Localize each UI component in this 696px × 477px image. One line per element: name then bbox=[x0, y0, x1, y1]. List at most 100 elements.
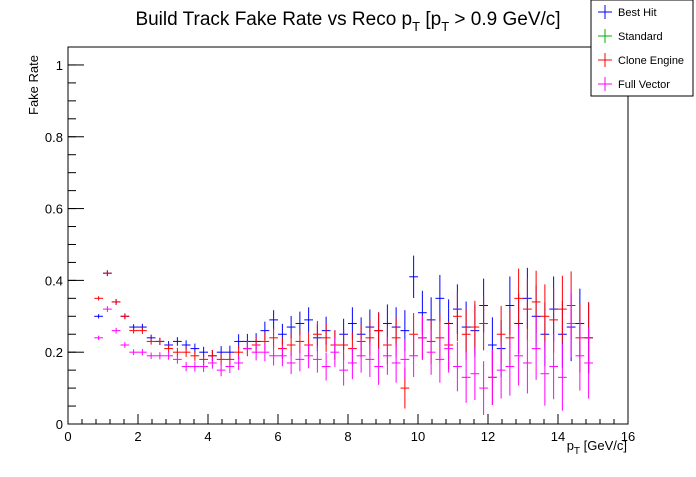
data-point bbox=[164, 344, 173, 353]
data-point bbox=[304, 343, 313, 369]
data-point bbox=[523, 278, 532, 340]
data-point bbox=[488, 349, 497, 405]
data-point bbox=[129, 327, 138, 334]
x-tick-label: 2 bbox=[134, 429, 141, 444]
data-point bbox=[120, 342, 130, 348]
data-point bbox=[190, 361, 200, 372]
data-point bbox=[575, 320, 585, 391]
data-point bbox=[479, 361, 488, 416]
data-point bbox=[453, 291, 462, 342]
data-point bbox=[453, 341, 462, 392]
data-point bbox=[181, 347, 191, 357]
y-tick-label: 0.8 bbox=[45, 130, 63, 145]
data-point bbox=[496, 341, 506, 399]
legend-box bbox=[590, 0, 694, 97]
data-point bbox=[330, 337, 340, 367]
x-tick-label: 10 bbox=[411, 429, 425, 444]
data-point bbox=[479, 296, 488, 351]
data-point bbox=[461, 308, 471, 360]
chart-title: Build Track Fake Rate vs Reco pT [pT > 0… bbox=[135, 9, 560, 34]
x-tick-label: 6 bbox=[274, 429, 281, 444]
data-point bbox=[129, 349, 138, 356]
x-tick-label: 16 bbox=[621, 429, 635, 444]
data-point bbox=[383, 336, 392, 375]
data-point bbox=[409, 334, 418, 377]
y-tick-label: 0.2 bbox=[45, 345, 63, 360]
data-point bbox=[269, 310, 278, 330]
y-tick-label: 0.6 bbox=[45, 202, 63, 217]
data-point bbox=[444, 324, 453, 373]
data-point bbox=[216, 353, 226, 366]
data-point bbox=[260, 343, 270, 362]
x-tick-label: 14 bbox=[551, 429, 565, 444]
svg-text:Standard: Standard bbox=[618, 31, 663, 43]
data-point bbox=[558, 343, 567, 411]
data-point bbox=[313, 320, 322, 348]
data-point bbox=[295, 347, 305, 372]
data-point bbox=[94, 314, 103, 319]
data-point bbox=[514, 325, 523, 386]
y-tick-label: 0.4 bbox=[45, 273, 63, 288]
data-point bbox=[313, 346, 322, 373]
data-point bbox=[94, 296, 103, 301]
data-point bbox=[94, 335, 103, 340]
data-point bbox=[138, 348, 147, 356]
data-point bbox=[173, 355, 182, 364]
data-point bbox=[540, 341, 550, 406]
data-point bbox=[251, 343, 261, 361]
data-point bbox=[531, 317, 541, 380]
data-point bbox=[435, 274, 445, 322]
data-point bbox=[146, 352, 156, 360]
data-point bbox=[321, 352, 331, 381]
svg-text:Best Hit: Best Hit bbox=[618, 7, 657, 19]
data-point bbox=[418, 315, 427, 360]
data-point bbox=[374, 312, 383, 349]
data-series bbox=[94, 255, 593, 416]
data-point bbox=[470, 347, 480, 400]
data-point bbox=[461, 351, 471, 403]
data-point bbox=[356, 338, 366, 373]
data-point bbox=[409, 255, 418, 298]
data-point bbox=[514, 268, 523, 329]
legend-entry-clone-engine: Clone Engine bbox=[598, 53, 684, 67]
data-point bbox=[426, 329, 436, 375]
data-point bbox=[391, 343, 401, 383]
y-tick-label: 0 bbox=[56, 417, 63, 432]
data-point bbox=[584, 327, 593, 399]
data-point bbox=[111, 299, 121, 305]
data-point bbox=[374, 348, 383, 385]
data-point bbox=[470, 300, 480, 354]
data-point bbox=[111, 327, 121, 334]
data-point bbox=[120, 313, 130, 320]
data-point bbox=[339, 354, 348, 386]
legend-entry-standard: Standard bbox=[598, 29, 663, 43]
data-point bbox=[523, 332, 532, 394]
x-tick-label: 4 bbox=[204, 429, 211, 444]
y-axis-label: Fake Rate bbox=[26, 55, 41, 115]
data-point bbox=[435, 336, 445, 383]
data-point bbox=[208, 357, 217, 369]
data-point bbox=[155, 352, 165, 360]
data-point bbox=[216, 364, 226, 377]
x-tick-label: 0 bbox=[64, 429, 71, 444]
data-point bbox=[181, 361, 191, 372]
legend-entry-best-hit: Best Hit bbox=[598, 5, 657, 19]
y-tick-label: 1 bbox=[56, 58, 63, 73]
svg-text:Clone Engine: Clone Engine bbox=[618, 55, 684, 67]
data-point bbox=[190, 350, 200, 361]
data-point bbox=[566, 289, 576, 358]
data-point bbox=[138, 327, 147, 334]
data-point bbox=[103, 270, 112, 277]
data-point bbox=[540, 284, 550, 349]
data-point bbox=[348, 346, 357, 380]
data-point bbox=[103, 306, 112, 312]
legend: Best Hit Standard Clone Engine Full Vect… bbox=[590, 0, 694, 97]
data-point bbox=[321, 323, 331, 352]
data-point bbox=[505, 337, 515, 396]
x-tick-label: 12 bbox=[481, 429, 495, 444]
series-full-vector bbox=[94, 289, 593, 416]
data-point bbox=[286, 351, 296, 375]
data-point bbox=[304, 307, 313, 333]
